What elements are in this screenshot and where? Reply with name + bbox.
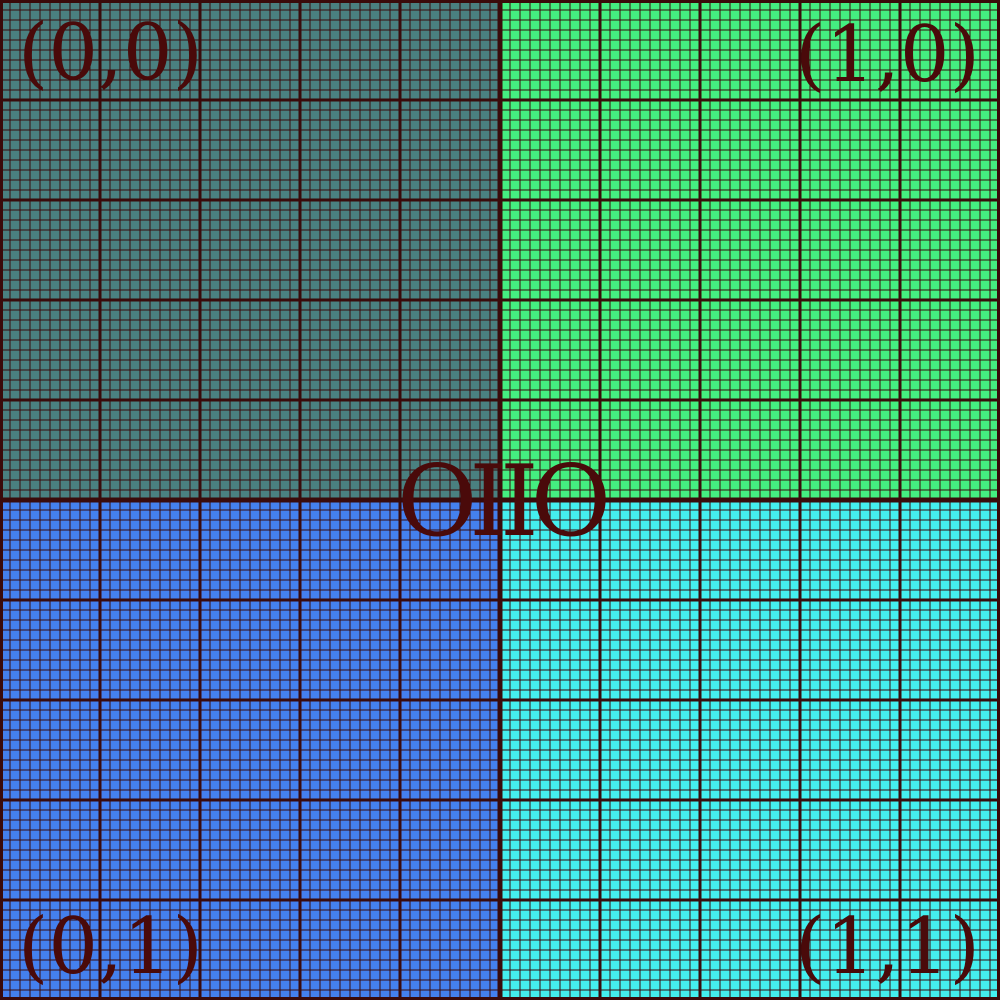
- label-0-1: (0,1): [18, 902, 203, 992]
- label-0-0: (0,0): [18, 8, 203, 98]
- label-1-0: (1,0): [795, 10, 980, 100]
- center-logo-text: OIIO: [396, 445, 611, 559]
- label-1-1: (1,1): [795, 902, 980, 992]
